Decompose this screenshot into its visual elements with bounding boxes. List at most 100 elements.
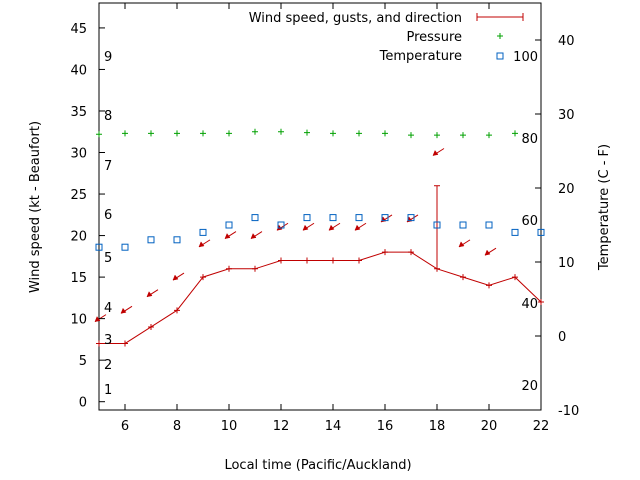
x-axis-label: Local time (Pacific/Auckland): [224, 458, 411, 473]
pressure-point: [174, 130, 180, 137]
wind-speed-point: [148, 323, 154, 330]
wind-direction-arrowhead: [172, 274, 179, 281]
wind-direction-arrowhead: [94, 316, 101, 322]
fahrenheit-label: 100: [513, 50, 538, 65]
y-right-tick-label: 30: [558, 108, 575, 123]
wind-direction-arrowhead: [432, 150, 439, 156]
y-left-tick-label: 10: [70, 313, 87, 328]
y-left-tick-label: 45: [70, 22, 87, 37]
temperature-point: [95, 243, 103, 251]
beaufort-label: 5: [104, 251, 112, 266]
legend-label-temperature: Temperature: [379, 49, 462, 64]
pressure-point: [382, 130, 388, 137]
legend-sample-temperature: [496, 52, 504, 60]
beaufort-label: 2: [104, 358, 112, 373]
pressure-point: [408, 132, 414, 139]
pressure-point: [96, 131, 102, 138]
wind-direction-arrowhead: [224, 233, 231, 239]
y-right-tick-label: 40: [558, 34, 575, 49]
temperature-point: [225, 221, 233, 229]
wind-direction-arrowhead: [302, 224, 309, 231]
wind-speed-point: [226, 265, 232, 272]
wind-speed-point: [252, 265, 258, 272]
temperature-point: [459, 221, 467, 229]
plot-area: [98, 2, 542, 411]
fahrenheit-label: 20: [521, 379, 538, 394]
x-tick-label: 22: [533, 419, 550, 434]
beaufort-label: 4: [104, 301, 112, 316]
wind-direction-arrowhead: [250, 233, 257, 239]
pressure-point: [434, 132, 440, 139]
wind-speed-point: [200, 274, 206, 281]
temperature-point: [537, 228, 545, 236]
beaufort-label: 1: [104, 383, 112, 398]
wind-speed-point: [278, 257, 284, 264]
x-tick-label: 10: [221, 419, 238, 434]
pressure-point: [356, 130, 362, 137]
wind-speed-point: [486, 282, 492, 289]
wind-direction-arrowhead: [328, 224, 335, 231]
beaufort-label: 9: [104, 50, 112, 65]
beaufort-label: 7: [104, 159, 112, 174]
pressure-point: [304, 129, 310, 136]
legend: Wind speed, gusts, and direction Pressur…: [249, 11, 524, 64]
temperature-point: [355, 214, 363, 222]
y-right-tick-label: 0: [558, 330, 566, 345]
temperature-point: [121, 243, 129, 251]
y-left-tick-label: 20: [70, 230, 87, 245]
temperature-point: [381, 214, 389, 222]
wind-speed-point: [538, 299, 544, 306]
temperature-point: [173, 236, 181, 244]
y-left-tick-label: 30: [70, 147, 87, 162]
pressure-point: [460, 132, 466, 139]
beaufort-label: 8: [104, 109, 112, 124]
temperature-point: [303, 214, 311, 222]
wind-speed-point: [512, 274, 518, 281]
y-left-tick-label: 35: [70, 105, 87, 120]
pressure-point: [226, 130, 232, 137]
y-left-tick-label: 0: [79, 396, 87, 411]
legend-label-pressure: Pressure: [406, 30, 462, 45]
y-left-tick-label: 15: [70, 271, 87, 286]
y-right-tick-label: -10: [558, 404, 579, 419]
y-left-tick-label: 5: [79, 354, 87, 369]
temperature-point: [277, 221, 285, 229]
pressure-point: [122, 130, 128, 137]
wind-direction-arrowhead: [354, 224, 361, 231]
wind-speed-point: [304, 257, 310, 264]
temperature-point: [511, 228, 519, 236]
wind-speed-point: [122, 340, 128, 347]
y-left-tick-label: 25: [70, 188, 87, 203]
wind-speed-point: [408, 249, 414, 256]
temperature-point: [407, 214, 415, 222]
y-right-tick-label: 10: [558, 256, 575, 271]
x-tick-label: 12: [273, 419, 290, 434]
x-tick-label: 20: [481, 419, 498, 434]
x-tick-label: 6: [121, 419, 129, 434]
wind-direction-arrowhead: [458, 241, 465, 248]
beaufort-label: 3: [104, 333, 112, 348]
fahrenheit-label: 40: [521, 297, 538, 312]
x-tick-label: 16: [377, 419, 394, 434]
temperature-point: [485, 221, 493, 229]
wind-direction-arrowhead: [146, 291, 153, 298]
temperature-point: [433, 221, 441, 229]
chart-marks: [94, 128, 545, 347]
x-tick-label: 14: [325, 419, 342, 434]
beaufort-label: 6: [104, 208, 112, 223]
pressure-point: [148, 130, 154, 137]
y-axis-right-label: Temperature (C - F): [597, 144, 612, 271]
wind-speed-point: [96, 340, 102, 347]
pressure-point: [512, 130, 518, 137]
pressure-point: [200, 130, 206, 137]
wind-direction-arrowhead: [198, 241, 205, 248]
axis-ticks: 6 8 10 12 14 16 18 20 22051015202530354045-10010…: [70, 3, 579, 434]
x-tick-label: 18: [429, 419, 446, 434]
temperature-point: [147, 236, 155, 244]
temperature-point: [199, 228, 207, 236]
y-left-tick-label: 40: [70, 63, 87, 78]
pressure-point: [252, 128, 258, 135]
pressure-point: [278, 128, 284, 135]
wind-direction-arrowhead: [120, 307, 127, 314]
